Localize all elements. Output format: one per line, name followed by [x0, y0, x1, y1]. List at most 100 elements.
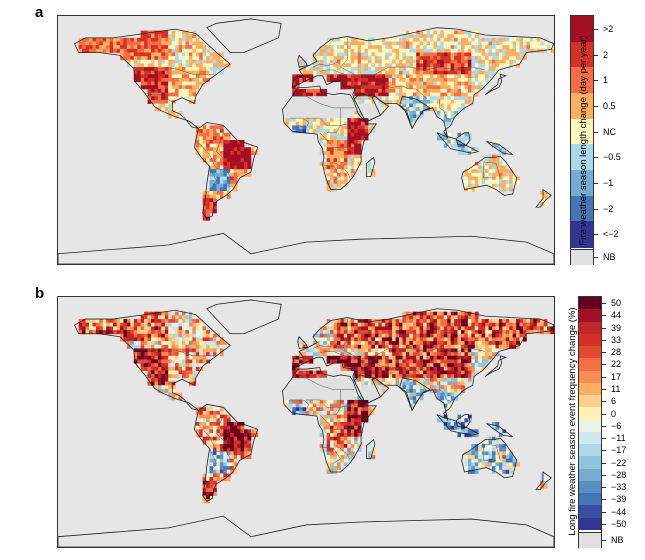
raster-cell [433, 88, 438, 93]
raster-cell [433, 78, 438, 83]
raster-cell [488, 165, 493, 170]
raster-cell [292, 410, 297, 416]
raster-cell [409, 34, 414, 39]
raster-cell [343, 125, 348, 130]
raster-cell [412, 348, 417, 353]
raster-cell [292, 129, 297, 134]
raster-cell [354, 59, 359, 64]
raster-cell [443, 326, 448, 331]
raster-cell [209, 70, 214, 75]
raster-cell [443, 355, 448, 360]
raster-cell [144, 319, 148, 324]
raster-cell [430, 337, 434, 342]
legend-tick [593, 208, 598, 210]
raster-cell [485, 344, 489, 349]
raster-cell [144, 70, 148, 75]
raster-cell [326, 337, 331, 342]
raster-cell [378, 319, 383, 324]
raster-cell [364, 52, 369, 57]
country-border [483, 161, 501, 179]
raster-cell [333, 67, 338, 72]
raster-cell [192, 74, 197, 79]
raster-cell [509, 52, 514, 57]
raster-cell [371, 129, 376, 134]
raster-cell [168, 363, 173, 368]
raster-cell [306, 118, 310, 123]
raster-cell [323, 399, 328, 405]
raster-cell [505, 319, 510, 324]
raster-cell [206, 333, 210, 338]
raster-cell [436, 67, 441, 72]
raster-cell [461, 363, 465, 368]
raster-cell [464, 52, 469, 57]
raster-cell [230, 444, 235, 449]
raster-cell [495, 70, 500, 75]
raster-cell [519, 52, 524, 57]
country-border [306, 117, 355, 126]
raster-cell [457, 322, 462, 327]
raster-cell [492, 451, 496, 456]
raster-cell [319, 114, 324, 119]
raster-cell [395, 337, 400, 342]
raster-cell [440, 56, 445, 61]
raster-cell [164, 385, 169, 390]
raster-cell [244, 440, 248, 445]
raster-cell [147, 67, 152, 72]
raster-cell [306, 370, 310, 375]
raster-cell [168, 333, 173, 338]
raster-cell [471, 63, 476, 68]
raster-cell [154, 96, 159, 101]
raster-cell [385, 52, 390, 57]
raster-cell [374, 78, 379, 83]
raster-cell [543, 48, 548, 53]
raster-cell [226, 143, 231, 148]
raster-cell [426, 370, 431, 375]
legend-swatch-nb [571, 249, 593, 265]
raster-cell [533, 37, 538, 42]
raster-cell [185, 45, 190, 50]
raster-cell [516, 462, 520, 467]
raster-cell [464, 147, 469, 152]
raster-cell [302, 67, 307, 72]
raster-cell [323, 67, 328, 72]
raster-cell [436, 45, 441, 50]
raster-cell [164, 85, 169, 90]
raster-cell [319, 381, 324, 386]
raster-cell [430, 319, 434, 324]
raster-cell [230, 143, 235, 148]
raster-cell [426, 374, 431, 379]
raster-cell [392, 48, 396, 53]
raster-cell [381, 67, 386, 72]
raster-cell [323, 385, 328, 390]
raster-cell [319, 403, 324, 408]
raster-cell [175, 48, 179, 53]
raster-cell [337, 462, 341, 467]
raster-cell [388, 99, 393, 104]
raster-cell [171, 341, 176, 346]
raster-cell [474, 466, 479, 471]
raster-cell [457, 326, 462, 331]
legend-swatch [571, 67, 593, 94]
raster-cell [333, 337, 338, 342]
raster-cell [219, 59, 224, 64]
raster-cell [354, 125, 359, 130]
raster-cell [419, 78, 424, 83]
raster-cell [430, 99, 434, 104]
raster-cell [312, 348, 317, 353]
raster-cell [509, 458, 514, 463]
raster-cell [319, 410, 324, 416]
raster-cell [395, 45, 400, 50]
raster-cell [374, 103, 379, 108]
raster-cell [364, 377, 369, 382]
raster-cell [357, 381, 362, 386]
raster-cell [202, 433, 207, 438]
raster-cell [168, 396, 173, 401]
raster-cell [419, 74, 424, 79]
raster-cell [364, 103, 369, 108]
raster-cell [357, 403, 362, 408]
raster-cell [182, 355, 186, 360]
raster-cell [474, 455, 479, 460]
raster-cell [409, 67, 414, 72]
raster-cell [326, 132, 331, 137]
raster-cell [171, 41, 176, 46]
